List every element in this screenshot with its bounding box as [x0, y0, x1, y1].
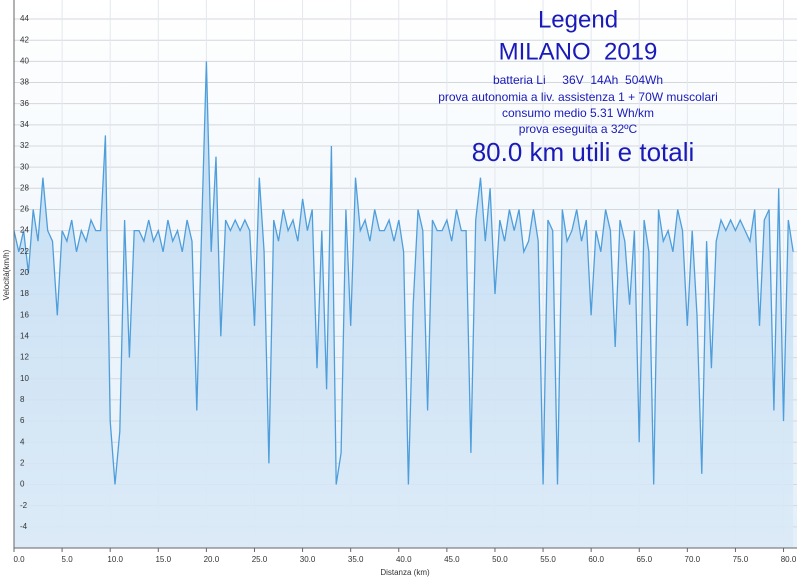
y-tick-label: 36	[20, 99, 29, 108]
y-tick-label: 32	[20, 141, 29, 150]
x-tick-label: 50.0	[492, 555, 508, 564]
x-tick-label: 20.0	[204, 555, 220, 564]
y-tick-label: 34	[20, 120, 29, 129]
y-tick-label: 6	[20, 416, 25, 425]
area	[14, 61, 794, 549]
y-tick-label: -4	[20, 522, 28, 531]
y-tick-label: 0	[20, 480, 25, 489]
y-tick-label: 20	[20, 268, 29, 277]
x-tick-label: 55.0	[540, 555, 556, 564]
x-tick-label: 25.0	[252, 555, 268, 564]
legend-line: prova autonomia a liv. assistenza 1 + 70…	[438, 90, 718, 104]
y-tick-label: 14	[20, 332, 29, 341]
x-tick-label: 15.0	[155, 555, 171, 564]
x-tick-label: 30.0	[300, 555, 316, 564]
y-tick-label: 40	[20, 56, 29, 65]
y-tick-label: 2	[20, 458, 25, 467]
y-tick-label: 4	[20, 437, 25, 446]
legend-heading: MILANO 2019	[499, 38, 658, 65]
x-tick-label: 75.0	[733, 555, 749, 564]
x-tick-label: 60.0	[588, 555, 604, 564]
y-tick-label: -2	[20, 501, 28, 510]
y-tick-label: 22	[20, 247, 29, 256]
x-tick-label: 45.0	[444, 555, 460, 564]
y-tick-label: 12	[20, 353, 29, 362]
y-tick-label: 24	[20, 226, 29, 235]
y-axis-label: Velocità(km/h)	[2, 249, 11, 300]
legend-line: prova eseguita a 32ºC	[519, 122, 638, 136]
x-tick-label: 10.0	[107, 555, 123, 564]
y-tick-label: 28	[20, 183, 29, 192]
y-tick-label: 26	[20, 205, 29, 214]
y-tick-label: 38	[20, 78, 29, 87]
x-tick-label: 80.0	[781, 555, 797, 564]
y-tick-label: 44	[20, 14, 29, 23]
y-tick-label: 8	[20, 395, 25, 404]
legend-line: batteria Li 36V 14Ah 504Wh	[493, 73, 663, 87]
x-tick-label: 35.0	[348, 555, 364, 564]
y-tick-label: 42	[20, 35, 29, 44]
x-tick-label: 0.0	[13, 555, 25, 564]
x-tick-label: 70.0	[685, 555, 701, 564]
y-tick-label: 10	[20, 374, 29, 383]
legend-line: consumo medio 5.31 Wh/km	[502, 106, 654, 120]
x-tick-label: 5.0	[62, 555, 74, 564]
x-tick-label: 65.0	[636, 555, 652, 564]
y-tick-label: 18	[20, 289, 29, 298]
x-tick-label: 40.0	[396, 555, 412, 564]
legend-title: Legend	[538, 6, 618, 33]
x-axis-label: Distanza (km)	[380, 568, 430, 577]
y-tick-label: 30	[20, 162, 29, 171]
legend-summary: 80.0 km utili e totali	[472, 137, 695, 167]
y-tick-label: 16	[20, 310, 29, 319]
line	[13, 61, 794, 485]
